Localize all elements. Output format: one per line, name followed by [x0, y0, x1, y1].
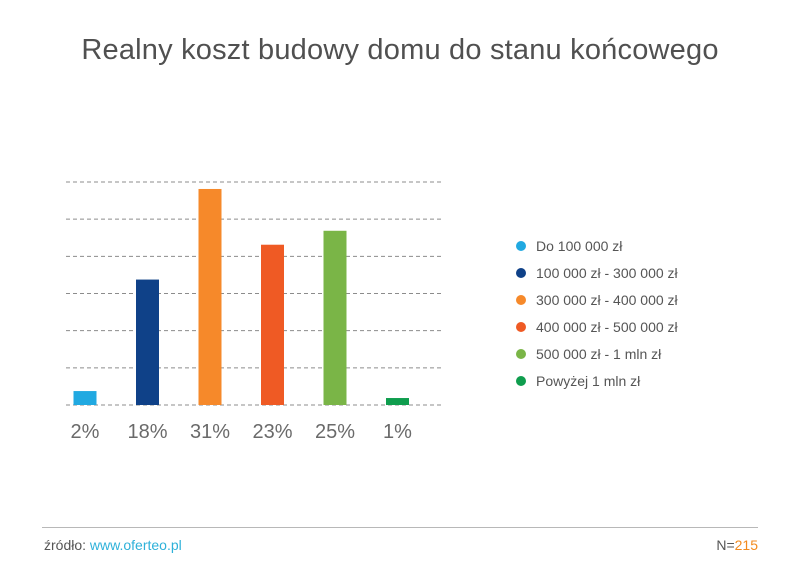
legend-label: Do 100 000 zł [536, 237, 623, 254]
legend-label: 100 000 zł - 300 000 zł [536, 264, 678, 281]
value-label: 23% [252, 421, 292, 443]
sample-size: N=215 [716, 537, 758, 553]
legend-dot-icon [516, 348, 526, 359]
legend-dot-icon [516, 294, 526, 305]
value-label: 2% [71, 421, 100, 443]
legend-item: Powyżej 1 mln zł [516, 367, 678, 394]
legend-dot-icon [516, 267, 526, 278]
chart-title: Realny koszt budowy domu do stanu końcow… [81, 34, 719, 66]
source-note: źródło: www.oferteo.pl [44, 537, 182, 553]
value-label: 18% [127, 421, 167, 443]
legend-label: 400 000 zł - 500 000 zł [536, 318, 678, 335]
value-label: 31% [190, 421, 230, 443]
bar-3 [198, 188, 222, 405]
legend-item: Do 100 000 zł [516, 232, 678, 259]
legend-dot-icon [516, 375, 526, 386]
legend-item: 500 000 zł - 1 mln zł [516, 340, 678, 367]
legend-label: 500 000 zł - 1 mln zł [536, 345, 662, 362]
legend-label: Powyżej 1 mln zł [536, 372, 641, 389]
footer-divider [42, 527, 758, 528]
legend-dot-icon [516, 240, 526, 251]
sample-size-value: 215 [734, 537, 758, 553]
legend-label: 300 000 zł - 400 000 zł [536, 291, 678, 308]
legend-item: 400 000 zł - 500 000 zł [516, 313, 678, 340]
bar-4 [261, 244, 284, 405]
bar-1 [73, 391, 97, 405]
bar-2 [136, 279, 159, 405]
legend-dot-icon [516, 321, 526, 332]
gridlines [66, 181, 441, 406]
value-label: 25% [315, 421, 355, 443]
sample-size-label: N= [716, 537, 735, 553]
bars [73, 188, 409, 405]
bar-5 [323, 230, 347, 405]
value-label: 1% [383, 421, 412, 443]
source-link[interactable]: www.oferteo.pl [89, 537, 182, 553]
value-labels: 2% 18% 31% 23% 25% 1% [71, 421, 413, 443]
legend-item: 300 000 zł - 400 000 zł [516, 286, 678, 313]
source-label: źródło: [44, 537, 87, 553]
bar-6 [386, 398, 409, 405]
legend-item: 100 000 zł - 300 000 zł [516, 259, 678, 286]
legend: Do 100 000 zł 100 000 zł - 300 000 zł 300 … [516, 232, 678, 394]
